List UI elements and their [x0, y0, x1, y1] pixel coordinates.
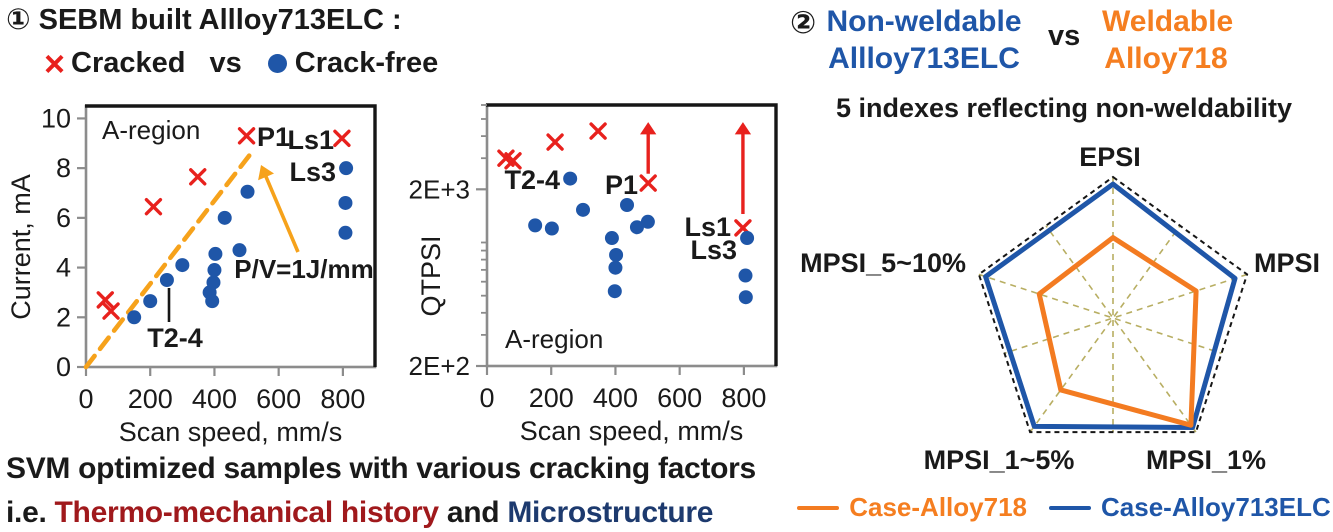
svg-text:0: 0	[78, 384, 93, 414]
radar-series-Case-Alloy713ELC	[983, 181, 1238, 430]
svg-text:600: 600	[657, 383, 702, 413]
legend-label-alloy713elc: Case-Alloy713ELC	[1101, 492, 1331, 522]
crackfree-label: Crack-free	[294, 47, 439, 79]
svg-text:MPSI_5~10%: MPSI_5~10%	[800, 248, 966, 278]
svg-text:Current, mA: Current, mA	[6, 174, 36, 320]
svg-text:Ls3: Ls3	[690, 235, 737, 265]
svg-text:200: 200	[529, 383, 574, 413]
cracked-label: Cracked	[71, 47, 186, 79]
svg-text:A-region: A-region	[505, 324, 603, 354]
radar-legend: Case-Alloy718 Case-Alloy713ELC	[795, 492, 1333, 523]
vs-label: vs	[209, 47, 242, 79]
panel2-vs-label: vs	[1048, 20, 1081, 52]
svg-text:MPSI: MPSI	[1254, 248, 1320, 278]
svg-text:T2-4: T2-4	[147, 323, 203, 353]
svg-text:Scan speed, mm/s: Scan speed, mm/s	[520, 416, 744, 446]
crackfree-dot-icon	[267, 54, 287, 73]
series-Crack-free	[127, 161, 354, 325]
footer-and: and	[438, 496, 508, 529]
svg-text:QTPSI: QTPSI	[416, 235, 446, 316]
footer-ie: i.e.	[6, 496, 55, 529]
legend-label-alloy718: Case-Alloy718	[849, 492, 1027, 522]
svg-text:Scan speed, mm/s: Scan speed, mm/s	[119, 417, 343, 447]
svg-text:2E+2: 2E+2	[409, 351, 470, 381]
radar-series-Case-Alloy718	[1036, 235, 1199, 428]
panel2-nonweldable-title: Non-weldable Allloy713ELC	[818, 3, 1030, 77]
svg-text:400: 400	[192, 384, 237, 414]
footer-line2: i.e. Thermo-mechanical history and Micro…	[6, 496, 713, 530]
panel2-index: ②	[790, 5, 817, 40]
panel2-weldable-title: Weldable Alloy718	[1102, 3, 1234, 77]
svg-text:A-region: A-region	[102, 115, 200, 145]
svg-text:Ls3: Ls3	[289, 157, 336, 187]
svg-text:200: 200	[128, 384, 173, 414]
svg-text:4: 4	[56, 253, 71, 283]
panel1-legend: × Cracked vs Crack-free	[44, 42, 439, 84]
svg-text:8: 8	[56, 153, 71, 183]
svg-text:2: 2	[56, 302, 71, 332]
cracked-x-icon: ×	[44, 42, 66, 84]
legend-line-orange-icon	[797, 505, 840, 510]
svg-text:MPSI_1~5%: MPSI_1~5%	[924, 445, 1075, 475]
svg-text:P1: P1	[257, 122, 290, 152]
weldable-line2: Alloy718	[1104, 42, 1228, 75]
weldable-line1: Weldable	[1102, 5, 1234, 38]
footer-micro: Microstructure	[507, 496, 714, 529]
svg-text:Ls1: Ls1	[287, 125, 334, 155]
panel2-subtitle: 5 indexes reflecting non-weldability	[835, 93, 1293, 123]
svg-text:EPSI: EPSI	[1079, 142, 1141, 172]
svg-text:P/V=1J/mm: P/V=1J/mm	[234, 254, 373, 284]
svg-text:10: 10	[41, 103, 71, 133]
series-Cracked	[96, 127, 351, 320]
svg-text:800: 800	[320, 384, 365, 414]
svg-text:T2-4: T2-4	[504, 165, 560, 195]
svg-text:0: 0	[479, 383, 494, 413]
svg-text:400: 400	[593, 383, 638, 413]
svg-text:2E+3: 2E+3	[409, 174, 470, 204]
svg-text:6: 6	[56, 203, 71, 233]
svg-text:600: 600	[256, 384, 301, 414]
nonweldable-line1: Non-weldable	[826, 5, 1022, 38]
nonweldable-line2: Allloy713ELC	[828, 42, 1020, 75]
footer-line1: SVM optimized samples with various crack…	[6, 452, 756, 485]
series-Crack-free	[528, 171, 755, 305]
svg-text:0: 0	[56, 352, 71, 382]
footer-thermo: Thermo-mechanical history	[54, 496, 440, 529]
series-Cracked	[497, 122, 752, 237]
legend-line-blue-icon	[1049, 505, 1091, 510]
svg-text:Ls1: Ls1	[684, 212, 731, 242]
svg-text:P1: P1	[605, 170, 638, 200]
panel1-title: ① SEBM built Allloy713ELC :	[6, 4, 402, 36]
svg-text:MPSI_1%: MPSI_1%	[1146, 445, 1266, 475]
weldability-radar-chart: EPSI MPSI MPSI_1% MPSI_1~5% MPSI_5~10%	[800, 142, 1320, 475]
svg-text:800: 800	[721, 383, 766, 413]
